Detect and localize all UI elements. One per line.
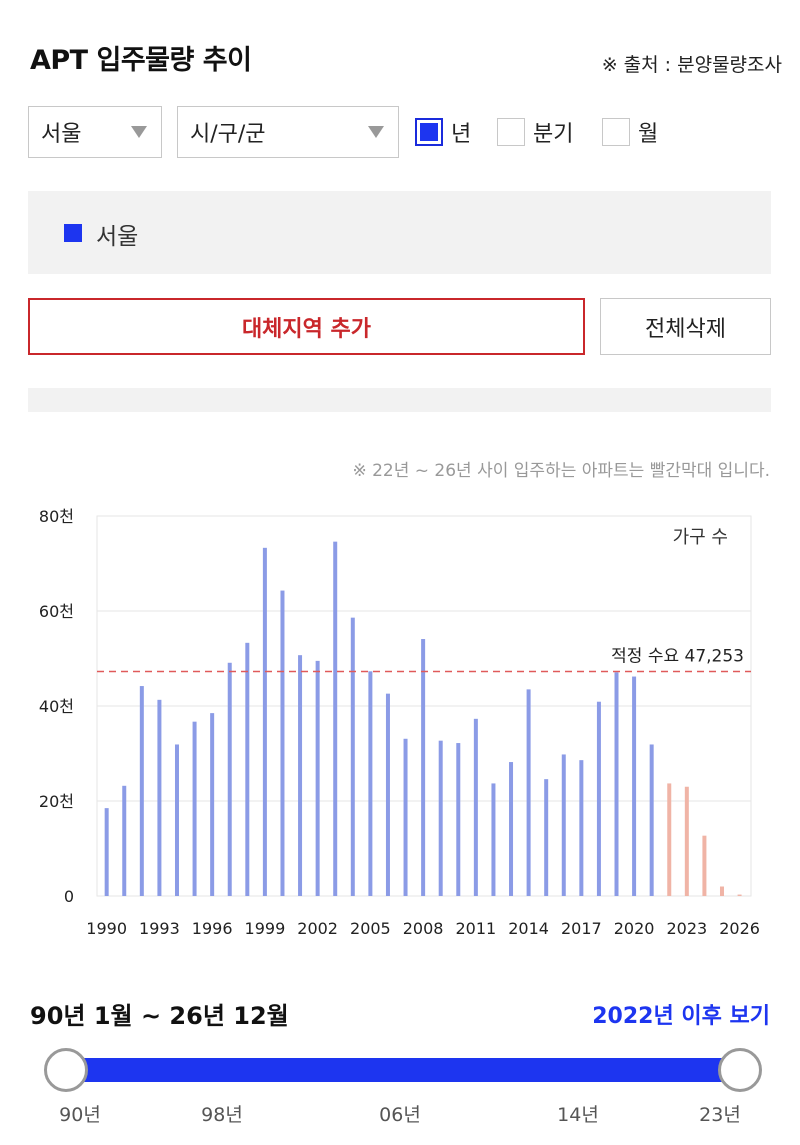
district-select-value: 시/구/군 xyxy=(190,122,266,147)
bar xyxy=(350,617,355,896)
period-yearly-label: 년 xyxy=(451,122,472,147)
x-tick-label: 2014 xyxy=(508,919,549,938)
legend-label: 서울 xyxy=(96,224,139,250)
chart-note: ※ 22년 ~ 26년 사이 입주하는 아파트는 빨간막대 입니다. xyxy=(352,461,770,481)
y-tick-label: 80천 xyxy=(39,507,74,526)
region-select-value: 서울 xyxy=(41,122,82,147)
divider-panel xyxy=(28,388,771,412)
bar xyxy=(561,754,566,896)
period-monthly-label: 월 xyxy=(638,122,659,147)
bar xyxy=(192,721,197,896)
bar xyxy=(473,718,478,896)
bar xyxy=(280,590,285,896)
bar xyxy=(385,693,390,896)
legend-panel xyxy=(28,191,771,274)
view-after-2022-link[interactable]: 2022년 이후 보기 xyxy=(592,1004,770,1029)
bar xyxy=(456,743,461,896)
range-slider-end-handle[interactable] xyxy=(718,1048,762,1092)
bar xyxy=(315,660,320,896)
x-tick-label: 2020 xyxy=(614,919,655,938)
y-tick-label: 20천 xyxy=(39,792,74,811)
add-region-button[interactable]: 대체지역 추가 xyxy=(28,298,585,355)
y-tick-label: 60천 xyxy=(39,602,74,621)
bar xyxy=(632,676,637,896)
bar xyxy=(614,672,619,896)
slider-label: 23년 xyxy=(699,1104,741,1126)
source-note: ※ 출처 : 분양물량조사 xyxy=(601,54,782,76)
bar xyxy=(702,835,707,896)
chevron-down-icon xyxy=(368,126,384,138)
period-monthly[interactable]: 월 xyxy=(602,116,658,148)
bar xyxy=(262,547,267,896)
checkbox-icon[interactable] xyxy=(602,118,630,146)
x-tick-label: 1993 xyxy=(139,919,180,938)
checkbox-icon[interactable] xyxy=(497,118,525,146)
bar xyxy=(544,779,549,896)
bar xyxy=(333,541,338,896)
y-tick-label: 0 xyxy=(64,887,74,906)
period-yearly[interactable]: 년 xyxy=(415,116,471,148)
bar xyxy=(157,699,162,896)
region-select[interactable]: 서울 xyxy=(28,106,162,158)
bar xyxy=(227,662,232,896)
bar xyxy=(245,642,250,896)
bar xyxy=(649,744,654,896)
bar xyxy=(509,762,514,896)
x-tick-label: 1996 xyxy=(192,919,233,938)
x-tick-label: 2017 xyxy=(561,919,602,938)
period-quarterly[interactable]: 분기 xyxy=(497,116,573,148)
chevron-down-icon xyxy=(131,126,147,138)
x-tick-label: 2011 xyxy=(456,919,497,938)
x-tick-label: 2026 xyxy=(719,919,760,938)
range-slider-start-handle[interactable] xyxy=(44,1048,88,1092)
range-slider-track[interactable] xyxy=(66,1058,740,1082)
slider-label: 06년 xyxy=(379,1104,421,1126)
bar xyxy=(491,783,496,896)
x-tick-label: 1999 xyxy=(245,919,286,938)
bar xyxy=(579,760,584,896)
x-tick-label: 2002 xyxy=(297,919,338,938)
bar xyxy=(298,655,303,896)
bar xyxy=(737,894,742,896)
bar xyxy=(174,744,179,896)
y-tick-label: 40천 xyxy=(39,697,74,716)
bar xyxy=(122,785,127,896)
slider-label: 90년 xyxy=(59,1104,101,1126)
district-select[interactable]: 시/구/군 xyxy=(177,106,399,158)
bar xyxy=(438,740,443,896)
x-tick-label: 1990 xyxy=(86,919,127,938)
bar xyxy=(667,783,672,896)
x-tick-label: 2008 xyxy=(403,919,444,938)
bar xyxy=(403,738,408,896)
delete-all-button[interactable]: 전체삭제 xyxy=(600,298,771,355)
x-tick-label: 2005 xyxy=(350,919,391,938)
y-axis-unit-label: 가구 수 xyxy=(673,527,728,548)
bar xyxy=(526,689,531,896)
checkbox-checked-icon[interactable] xyxy=(415,118,443,146)
bar xyxy=(596,701,601,896)
bar xyxy=(421,639,426,896)
slider-label: 14년 xyxy=(557,1104,599,1126)
slider-label: 98년 xyxy=(201,1104,243,1126)
period-quarterly-label: 분기 xyxy=(533,122,574,147)
page-title: APT 입주물량 추이 xyxy=(30,45,252,76)
bar xyxy=(719,886,724,896)
legend-swatch xyxy=(64,224,82,242)
bar xyxy=(139,686,144,896)
bar xyxy=(684,786,689,896)
range-text: 90년 1월 ~ 26년 12월 xyxy=(30,1002,289,1030)
bar xyxy=(210,713,215,896)
reference-line-label: 적정 수요 47,253 xyxy=(611,647,744,667)
bar xyxy=(368,671,373,896)
x-tick-label: 2023 xyxy=(666,919,707,938)
bar xyxy=(104,808,109,896)
